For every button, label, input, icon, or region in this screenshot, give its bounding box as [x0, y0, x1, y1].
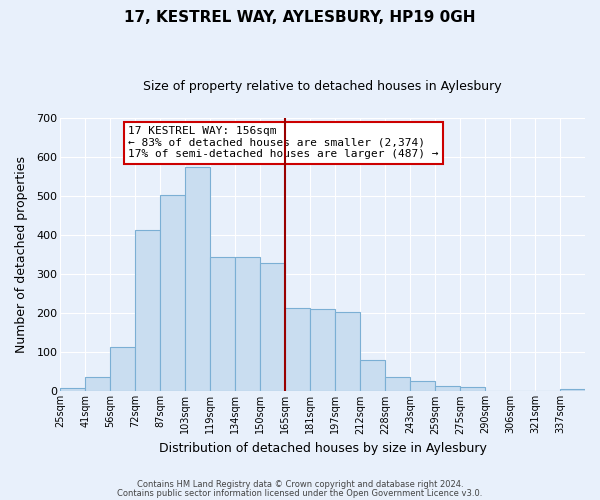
Bar	[410, 381, 435, 392]
Text: 17, KESTREL WAY, AYLESBURY, HP19 0GH: 17, KESTREL WAY, AYLESBURY, HP19 0GH	[124, 10, 476, 25]
Bar	[385, 377, 410, 392]
Bar	[510, 390, 535, 392]
Bar	[360, 360, 385, 392]
Bar	[285, 308, 310, 392]
Text: 17 KESTREL WAY: 156sqm
← 83% of detached houses are smaller (2,374)
17% of semi-: 17 KESTREL WAY: 156sqm ← 83% of detached…	[128, 126, 439, 159]
Bar	[210, 256, 235, 392]
Bar	[85, 376, 110, 392]
Bar	[260, 263, 285, 392]
Y-axis label: Number of detached properties: Number of detached properties	[15, 156, 28, 353]
Bar	[435, 386, 460, 392]
Bar	[235, 256, 260, 392]
Bar	[185, 166, 210, 392]
Title: Size of property relative to detached houses in Aylesbury: Size of property relative to detached ho…	[143, 80, 502, 93]
X-axis label: Distribution of detached houses by size in Aylesbury: Distribution of detached houses by size …	[158, 442, 487, 455]
Text: Contains public sector information licensed under the Open Government Licence v3: Contains public sector information licen…	[118, 488, 482, 498]
Bar	[160, 195, 185, 392]
Bar	[560, 388, 585, 392]
Bar	[110, 347, 135, 392]
Bar	[460, 388, 485, 392]
Bar	[60, 388, 85, 392]
Text: Contains HM Land Registry data © Crown copyright and database right 2024.: Contains HM Land Registry data © Crown c…	[137, 480, 463, 489]
Bar	[135, 230, 160, 392]
Bar	[335, 312, 360, 392]
Bar	[310, 310, 335, 392]
